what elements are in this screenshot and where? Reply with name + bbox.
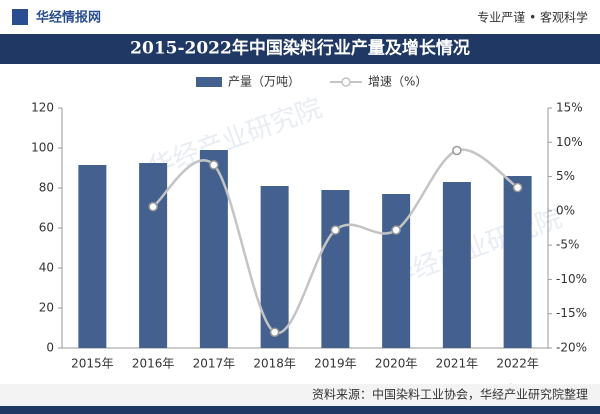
line-point	[512, 182, 523, 193]
bar	[503, 176, 532, 348]
bar	[139, 163, 168, 348]
line-point	[452, 145, 462, 156]
y2-tick-label: -15%	[556, 306, 587, 320]
y-tick-label: 60	[39, 221, 54, 235]
legend-label: 产量（万吨）	[228, 75, 300, 89]
title-bar	[0, 34, 600, 64]
y-tick-label: 20	[39, 301, 54, 315]
y2-tick-label: -10%	[556, 272, 587, 286]
y2-tick-label: 0%	[556, 203, 575, 217]
bar	[260, 186, 289, 348]
legend-swatch	[341, 77, 351, 87]
bar	[199, 150, 228, 348]
x-tick-label: 2021年	[436, 357, 479, 371]
footer-source: 资料来源：中国染料工业协会，华经产业研究院整理	[312, 387, 588, 402]
y2-tick-label: 5%	[556, 169, 575, 183]
y-tick-label: 120	[31, 101, 54, 115]
bar	[442, 182, 471, 348]
x-tick-label: 2016年	[132, 357, 175, 371]
legend-swatch	[196, 77, 222, 87]
legend-label: 增速（%）	[368, 75, 427, 89]
x-tick-label: 2018年	[253, 357, 296, 371]
logo-icon	[12, 9, 28, 25]
line-point	[209, 160, 219, 170]
bar	[321, 190, 350, 348]
y-tick-label: 100	[31, 141, 54, 155]
line-point	[148, 201, 158, 212]
bar	[78, 165, 107, 348]
x-tick-label: 2020年	[375, 357, 418, 371]
chart-title: 2015-2022年中国染料行业产量及增长情况	[130, 38, 470, 59]
y2-tick-label: -5%	[556, 238, 579, 252]
y2-tick-label: -20%	[556, 341, 587, 355]
bottom-bar	[0, 406, 600, 414]
x-tick-label: 2022年	[496, 357, 539, 371]
y-tick-label: 0	[46, 341, 54, 355]
x-tick-label: 2017年	[193, 357, 236, 371]
y2-tick-label: 10%	[556, 135, 583, 149]
line-point	[391, 225, 401, 235]
x-tick-label: 2019年	[314, 357, 357, 371]
y2-tick-label: 15%	[556, 101, 583, 115]
y-tick-label: 80	[39, 181, 54, 195]
line-point	[269, 327, 280, 337]
bar	[382, 194, 411, 348]
y-tick-label: 40	[39, 261, 54, 275]
footer-bg	[0, 384, 600, 406]
slogan: 专业严谨 • 客观科学	[477, 10, 588, 25]
logo-text: 华经情报网	[36, 10, 101, 26]
line-point	[330, 225, 341, 235]
x-tick-label: 2015年	[71, 357, 114, 371]
